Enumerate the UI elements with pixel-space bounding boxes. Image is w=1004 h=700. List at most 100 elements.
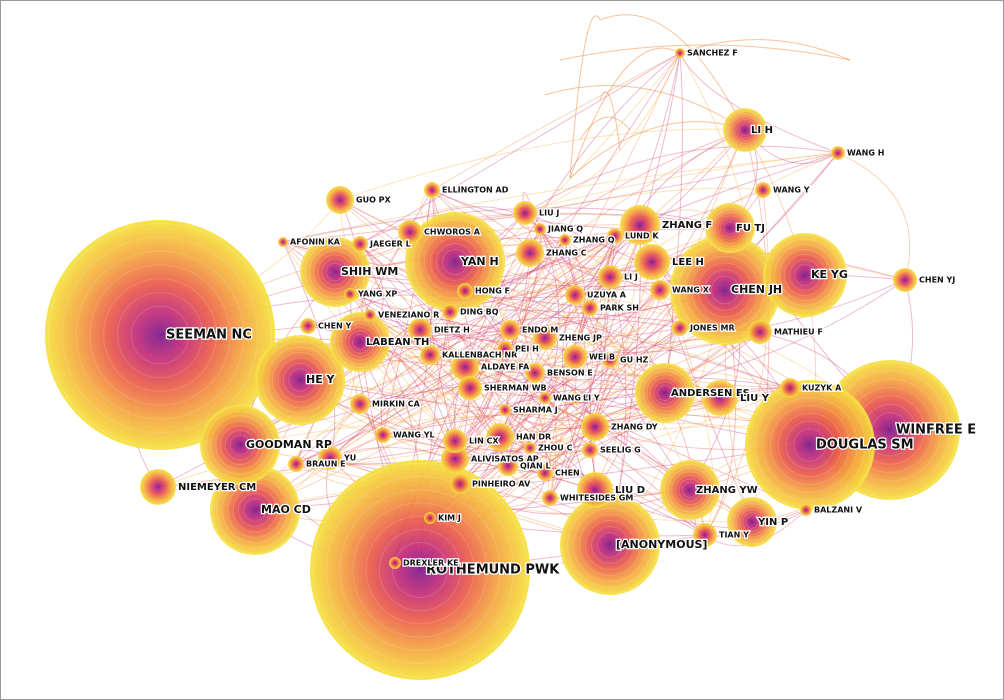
node-ring: [725, 110, 765, 150]
node-ring: [339, 489, 501, 651]
node: [350, 394, 370, 414]
node-label: SHERMAN WB: [484, 384, 547, 393]
node: [582, 300, 598, 316]
node: [458, 376, 482, 400]
node-ring: [736, 506, 768, 538]
node-ring: [591, 526, 629, 564]
node-label: WINFREE E: [896, 423, 976, 438]
edge: [507, 397, 578, 467]
node: [755, 182, 771, 198]
edge: [454, 152, 839, 460]
node-ring: [730, 500, 774, 544]
node-ring: [430, 237, 480, 287]
node: [524, 442, 536, 454]
node-ring: [436, 243, 474, 281]
edge: [349, 293, 691, 491]
node-ring: [116, 291, 204, 379]
edge: [419, 289, 661, 343]
node-label: WANG X: [672, 286, 710, 295]
node-label: [ANONYMOUS]: [616, 538, 707, 551]
node-ring: [237, 492, 273, 528]
node-ring: [229, 434, 251, 456]
node-label: JONES MR: [689, 324, 735, 333]
node-label: ALIVISATOS AP: [471, 455, 539, 464]
edge: [579, 116, 631, 141]
edge: [382, 434, 596, 491]
edge: [282, 152, 839, 243]
node-ring: [89, 264, 231, 406]
node-ring: [794, 264, 816, 286]
node-ring: [727, 497, 777, 547]
node: [533, 326, 557, 350]
node-ring: [392, 542, 448, 598]
node: [537, 465, 553, 481]
node: [705, 203, 755, 253]
node: [443, 429, 467, 453]
node-ring: [678, 478, 702, 502]
edge: [544, 397, 721, 474]
edge: [429, 317, 681, 356]
edge: [664, 52, 683, 394]
node-label: ZHANG F: [662, 220, 712, 231]
node-ring: [47, 222, 273, 448]
edge: [329, 224, 641, 459]
node: [672, 320, 688, 336]
node-ring: [130, 305, 190, 365]
node-label: YU: [343, 454, 356, 463]
node-label: DOUGLAS SM: [816, 438, 914, 453]
node-ring: [664, 464, 716, 516]
edge: [679, 327, 714, 536]
node: [441, 445, 469, 473]
node-ring: [288, 368, 312, 392]
edge: [429, 354, 576, 377]
node-label: BALZANI V: [814, 506, 863, 515]
node: [310, 460, 530, 680]
node-ring: [317, 254, 353, 290]
edge: [837, 152, 911, 281]
edge: [534, 363, 791, 389]
node: [831, 146, 845, 160]
node: [513, 201, 537, 225]
node-ring: [337, 319, 383, 365]
node-ring: [704, 269, 746, 311]
node-label: LIN CX: [469, 437, 499, 446]
node: [569, 392, 581, 404]
node: [405, 212, 505, 312]
node-label: DREXLER KE: [403, 559, 459, 568]
node-ring: [635, 363, 695, 423]
node-label: FU TJ: [736, 223, 765, 234]
edge: [651, 251, 906, 281]
node: [660, 460, 720, 520]
node-ring: [731, 116, 759, 144]
node-ring: [660, 460, 720, 520]
node-ring: [232, 487, 278, 533]
node: [693, 523, 717, 547]
node: [300, 318, 316, 334]
node-label: BENSON E: [547, 369, 593, 378]
node: [727, 497, 777, 547]
node-ring: [352, 334, 368, 350]
edge: [295, 354, 431, 465]
node: [577, 472, 613, 508]
node-ring: [321, 258, 349, 286]
node-ring: [573, 508, 647, 582]
edge: [539, 228, 560, 399]
node-label: MATHIEU F: [774, 328, 823, 337]
node: [670, 235, 780, 345]
node-label: CHEN JH: [731, 283, 782, 296]
node: [650, 280, 670, 300]
edge: [359, 243, 706, 536]
node: [559, 234, 571, 246]
node-ring: [793, 428, 827, 462]
node-ring: [567, 502, 653, 588]
node-ring: [224, 429, 256, 461]
node: [457, 283, 473, 299]
edge: [334, 254, 653, 273]
node-ring: [682, 482, 698, 498]
node-ring: [714, 212, 746, 244]
node: [745, 380, 875, 510]
node-label: GUO PX: [356, 196, 392, 205]
node-ring: [705, 203, 755, 253]
node: [620, 205, 660, 245]
edge: [507, 337, 557, 467]
